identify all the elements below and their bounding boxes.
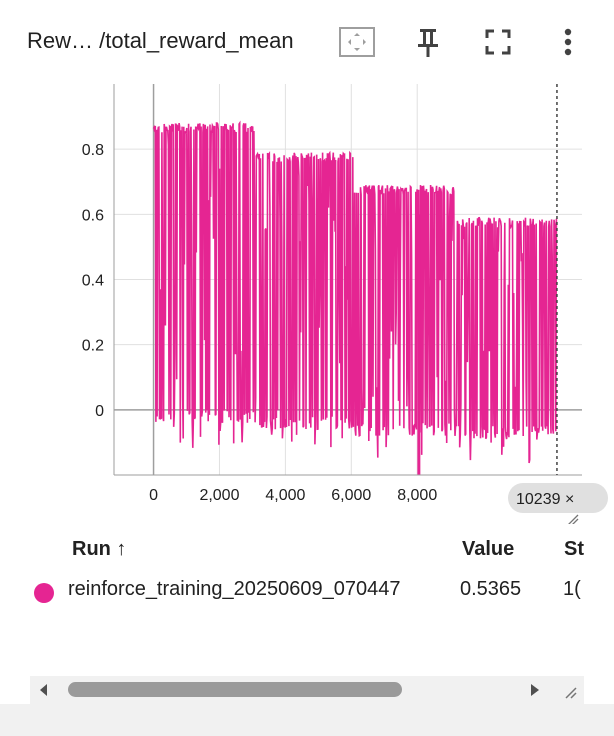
table-row: reinforce_training_20250609_070447 0.536… <box>0 578 614 608</box>
y-tick-label: 0 <box>95 403 104 420</box>
chart-area[interactable]: 0 0.2 0.4 0.6 0.8 0 2,000 4,000 6,000 8,000 1023… <box>0 84 614 526</box>
x-tick-label: 8,000 <box>397 487 437 504</box>
series-line <box>152 120 558 464</box>
card-header: Rew… /total_reward_mean <box>0 0 614 84</box>
fullscreen-icon[interactable] <box>478 22 518 62</box>
run-column-header[interactable]: Run ↑ <box>72 538 127 560</box>
resize-handle-icon[interactable] <box>560 676 582 704</box>
run-color-dot <box>34 583 54 603</box>
scroll-thumb[interactable] <box>68 682 402 697</box>
y-tick-label: 0.8 <box>82 142 104 159</box>
y-tick-label: 0.6 <box>82 207 104 224</box>
pin-icon[interactable] <box>408 22 448 62</box>
value-column-header[interactable]: Value <box>462 538 515 560</box>
more-vert-icon[interactable] <box>548 22 588 62</box>
x-tick-label: 6,000 <box>331 487 371 504</box>
x-tick-label: 4,000 <box>265 487 305 504</box>
step-column-header[interactable]: St <box>564 538 584 560</box>
scroll-right-icon[interactable] <box>527 676 543 704</box>
run-step: 1( <box>563 578 581 600</box>
run-name: reinforce_training_20250609_070447 <box>68 578 401 600</box>
run-value: 0.5365 <box>460 578 522 600</box>
fit-domain-icon[interactable] <box>337 22 377 62</box>
hover-step-label: 10239 × <box>516 491 574 508</box>
scroll-left-icon[interactable] <box>36 676 52 704</box>
y-tick-label: 0.2 <box>82 338 104 355</box>
horizontal-scrollbar[interactable] <box>30 676 584 704</box>
x-tick-label: 2,000 <box>199 487 239 504</box>
data-table-header: Run ↑ Value St <box>0 538 614 564</box>
y-tick-label: 0.4 <box>82 273 104 290</box>
x-tick-label: 0 <box>149 487 158 504</box>
chart-title: Rew… /total_reward_mean <box>27 28 294 53</box>
hover-step-badge <box>508 483 608 513</box>
card-footer <box>0 704 614 736</box>
resize-icon[interactable] <box>567 514 579 526</box>
line-chart[interactable]: 0 0.2 0.4 0.6 0.8 0 2,000 4,000 6,000 8,000 1023… <box>0 84 614 526</box>
